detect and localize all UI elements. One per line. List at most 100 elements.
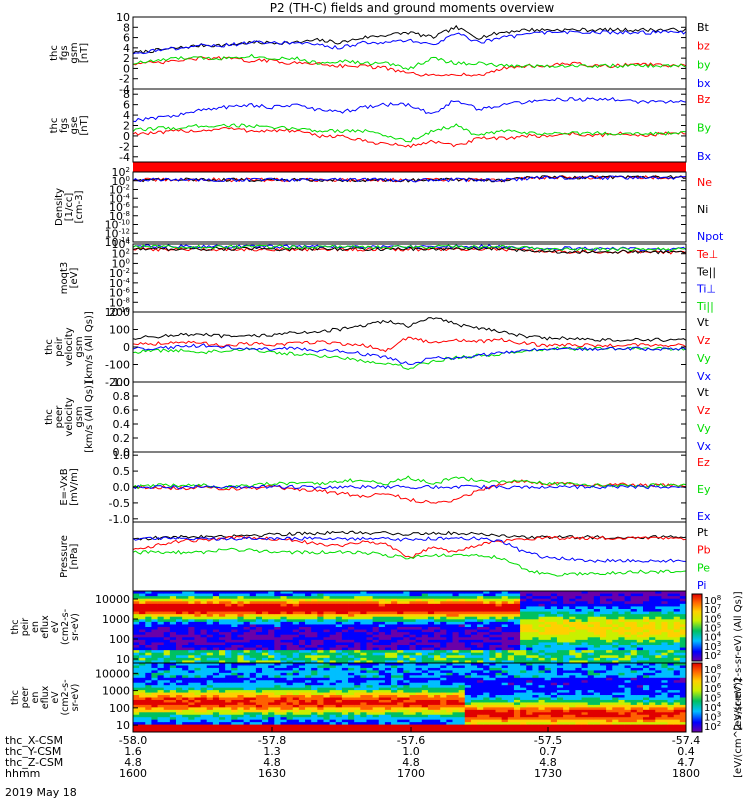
spectrogram-cell [194,639,201,643]
spectrogram-cell [458,596,466,600]
spectrogram-cell [280,675,288,679]
spectrogram-cell [366,614,374,618]
spectrogram-cell [464,650,472,654]
spectrogram-cell [354,601,361,605]
spectrogram-cell [329,652,337,656]
spectrogram-cell [421,687,429,691]
spectrogram-cell [667,591,675,594]
spectrogram-cell [323,645,331,648]
spectrogram-cell [403,634,410,638]
spectrogram-cell [329,637,337,641]
spectrogram-cell [599,619,607,623]
spectrogram-cell [618,655,625,659]
spectrogram-cell [483,682,490,686]
spectrogram-cell [556,663,564,666]
spectrogram-cell [563,632,570,636]
spectrogram-cell [477,670,484,674]
spectrogram-cell [636,660,644,664]
y-tick-label: 1.0 [113,376,131,389]
spectrogram-cell [452,670,460,674]
y-tick-label: 100 [109,633,130,646]
spectrogram-cell [427,660,435,664]
spectrogram-cell [507,697,515,701]
spectrogram-cell [409,591,417,594]
spectrogram-cell [403,596,410,600]
spectrogram-cell [593,717,601,721]
spectrogram-cell [323,692,331,696]
spectrogram-cell [231,704,238,708]
spectrogram-cell [458,642,466,646]
spectrogram-cell [532,687,539,691]
spectrogram-cell [495,624,503,628]
spectrogram-cell [286,692,294,696]
spectrogram-cell [200,687,208,691]
spectrogram-cell [323,616,331,620]
spectrogram-cell [384,712,392,716]
spectrogram-cell [403,699,410,703]
spectrogram-cell [237,629,244,633]
spectrogram-cell [495,603,503,607]
spectrogram-cell [133,722,140,725]
legend-entry: Ey [697,483,711,496]
spectrogram-cell [606,652,613,656]
spectrogram-cell [520,624,527,628]
spectrogram-cell [280,611,288,615]
spectrogram-cell [427,627,435,630]
spectrogram-cell [139,702,146,706]
spectrogram-cell [569,629,576,633]
spectrogram-cell [667,639,675,643]
spectrogram-cell [563,655,570,659]
spectrogram-cell [649,652,656,656]
spectrogram-cell [317,729,324,733]
spectrogram-cell [366,672,374,676]
spectrogram-cell [550,637,558,641]
spectrogram-cell [673,657,681,661]
spectrogram-cell [563,717,570,721]
spectrogram-cell [470,677,478,681]
y-axis-label: [km/s (All Qs)] [84,311,95,383]
spectrogram-cell [599,680,607,684]
spectrogram-cell [391,629,398,633]
spectrogram-cell [599,687,607,691]
spectrogram-cell [397,606,404,610]
spectrogram-cell [520,692,527,696]
spectrogram-cell [372,596,380,600]
spectrogram-cell [507,614,515,618]
spectrogram-cell [317,647,324,651]
spectrogram-cell [421,660,429,664]
spectrogram-cell [219,707,226,711]
spectrogram-cell [329,642,337,646]
spectrogram-cell [427,709,435,713]
spectrogram-cell [335,660,343,664]
spectrogram-cell [157,606,165,610]
spectrogram-cell [341,702,349,706]
spectrogram-cell [593,655,601,659]
spectrogram-cell [464,652,472,656]
spectrogram-cell [409,687,417,691]
spectrogram-cell [360,652,367,656]
spectrogram-cell [188,606,195,610]
spectrogram-cell [563,601,570,605]
spectrogram-cell [292,609,300,612]
spectrogram-cell [446,680,453,684]
spectrogram-cell [139,650,146,654]
spectrogram-cell [378,637,386,641]
spectrogram-cell [446,724,453,728]
spectrogram-cell [544,665,552,669]
spectrogram-cell [489,719,496,723]
spectrogram-cell [532,670,539,674]
spectrogram-cell [348,645,355,648]
spectrogram-cell [464,719,472,723]
spectrogram-cell [427,663,435,666]
spectrogram-cell [219,677,226,681]
spectrogram-cell [329,680,337,684]
spectrogram-cell [262,680,269,684]
spectrogram-cell [280,712,288,716]
spectrogram-cell [157,680,165,684]
spectrogram-cell [526,647,533,651]
spectrogram-cell [391,727,398,730]
spectrogram-cell [520,675,527,679]
spectrogram-cell [397,647,404,651]
spectrogram-cell [268,704,275,708]
spectrogram-cell [354,709,361,713]
